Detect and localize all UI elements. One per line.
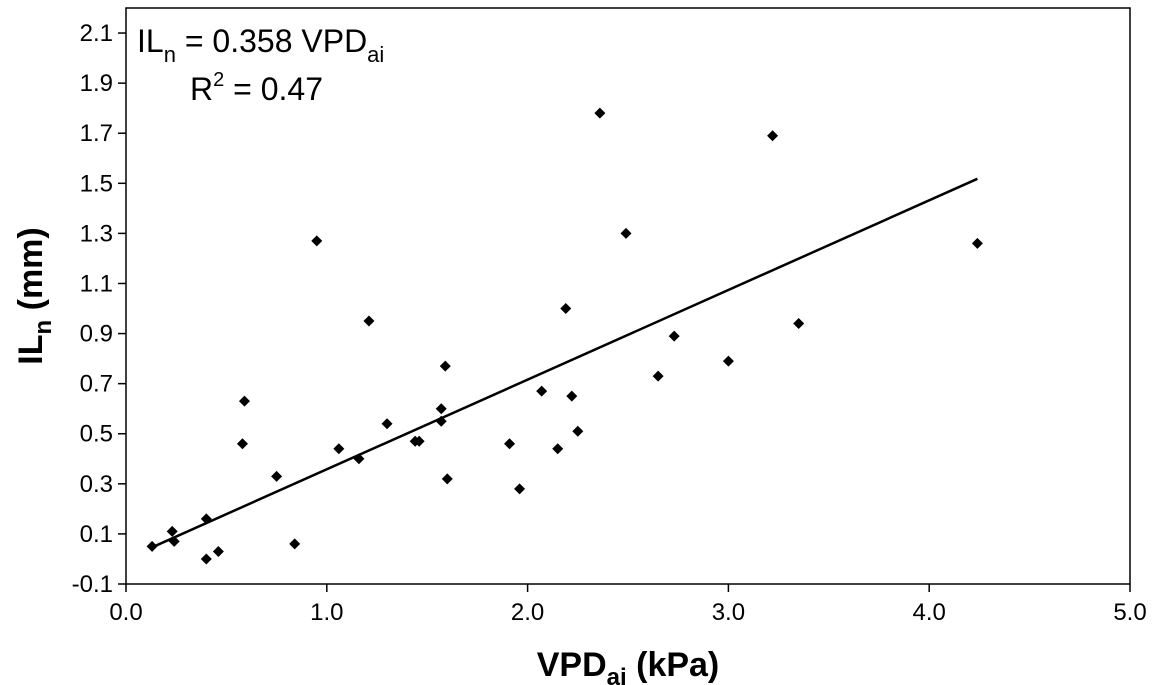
- data-point: [333, 443, 345, 455]
- data-point: [238, 395, 250, 407]
- data-point: [572, 425, 584, 437]
- y-tick-label: 0.1: [80, 521, 113, 548]
- data-point: [413, 435, 425, 447]
- y-tick-label: 0.9: [80, 321, 113, 348]
- x-tick-label: 3.0: [712, 599, 745, 626]
- y-tick-label: 1.1: [80, 270, 113, 297]
- y-axis-ticks: -0.1 0.1 0.3 0.5 0.7 0.9 1.1 1.3 1.5 1.7 1.9 2.1: [72, 20, 126, 598]
- data-point: [236, 438, 248, 450]
- data-point: [566, 390, 578, 402]
- x-axis-ticks: 0.0 1.0 2.0 3.0 4.0 5.0: [109, 584, 1147, 626]
- data-point: [311, 235, 323, 247]
- data-point: [166, 525, 178, 537]
- x-tick-label: 4.0: [913, 599, 946, 626]
- data-point: [722, 355, 734, 367]
- data-point: [212, 545, 224, 557]
- x-axis-title: VPDai (kPa): [537, 646, 720, 685]
- data-point: [552, 443, 564, 455]
- x-tick-label: 0.0: [109, 599, 142, 626]
- data-point: [439, 360, 451, 372]
- data-point: [767, 130, 779, 142]
- r-squared-annotation: R2 = 0.47: [190, 69, 323, 107]
- data-point: [620, 227, 632, 239]
- y-tick-label: 0.5: [80, 421, 113, 448]
- y-tick-label: 0.3: [80, 471, 113, 498]
- y-tick-label: 1.3: [80, 220, 113, 247]
- data-point: [652, 370, 664, 382]
- x-tick-label: 5.0: [1113, 599, 1146, 626]
- data-point: [793, 318, 805, 330]
- data-point: [668, 330, 680, 342]
- y-tick-label: 0.7: [80, 371, 113, 398]
- data-point: [435, 403, 447, 415]
- data-point: [594, 107, 606, 119]
- data-point: [441, 473, 453, 485]
- data-point: [363, 315, 375, 327]
- y-tick-label: -0.1: [72, 571, 113, 598]
- y-tick-label: 1.7: [80, 120, 113, 147]
- data-point: [289, 538, 301, 550]
- x-tick-label: 2.0: [511, 599, 544, 626]
- y-tick-label: 1.9: [80, 70, 113, 97]
- y-tick-label: 1.5: [80, 170, 113, 197]
- data-point: [560, 303, 572, 315]
- y-tick-label: 2.1: [80, 20, 113, 47]
- data-point: [514, 483, 526, 495]
- equation-annotation: ILn = 0.358 VPDai: [137, 23, 384, 67]
- data-point: [504, 438, 516, 450]
- x-tick-label: 1.0: [310, 599, 343, 626]
- y-axis-title: ILn (mm): [12, 227, 57, 364]
- data-point: [271, 470, 283, 482]
- data-point: [200, 553, 212, 565]
- fit-line: [151, 177, 978, 549]
- data-points: [146, 107, 983, 565]
- data-point: [381, 418, 393, 430]
- plot-area: [125, 7, 1131, 585]
- data-point: [536, 385, 548, 397]
- data-point: [971, 237, 983, 249]
